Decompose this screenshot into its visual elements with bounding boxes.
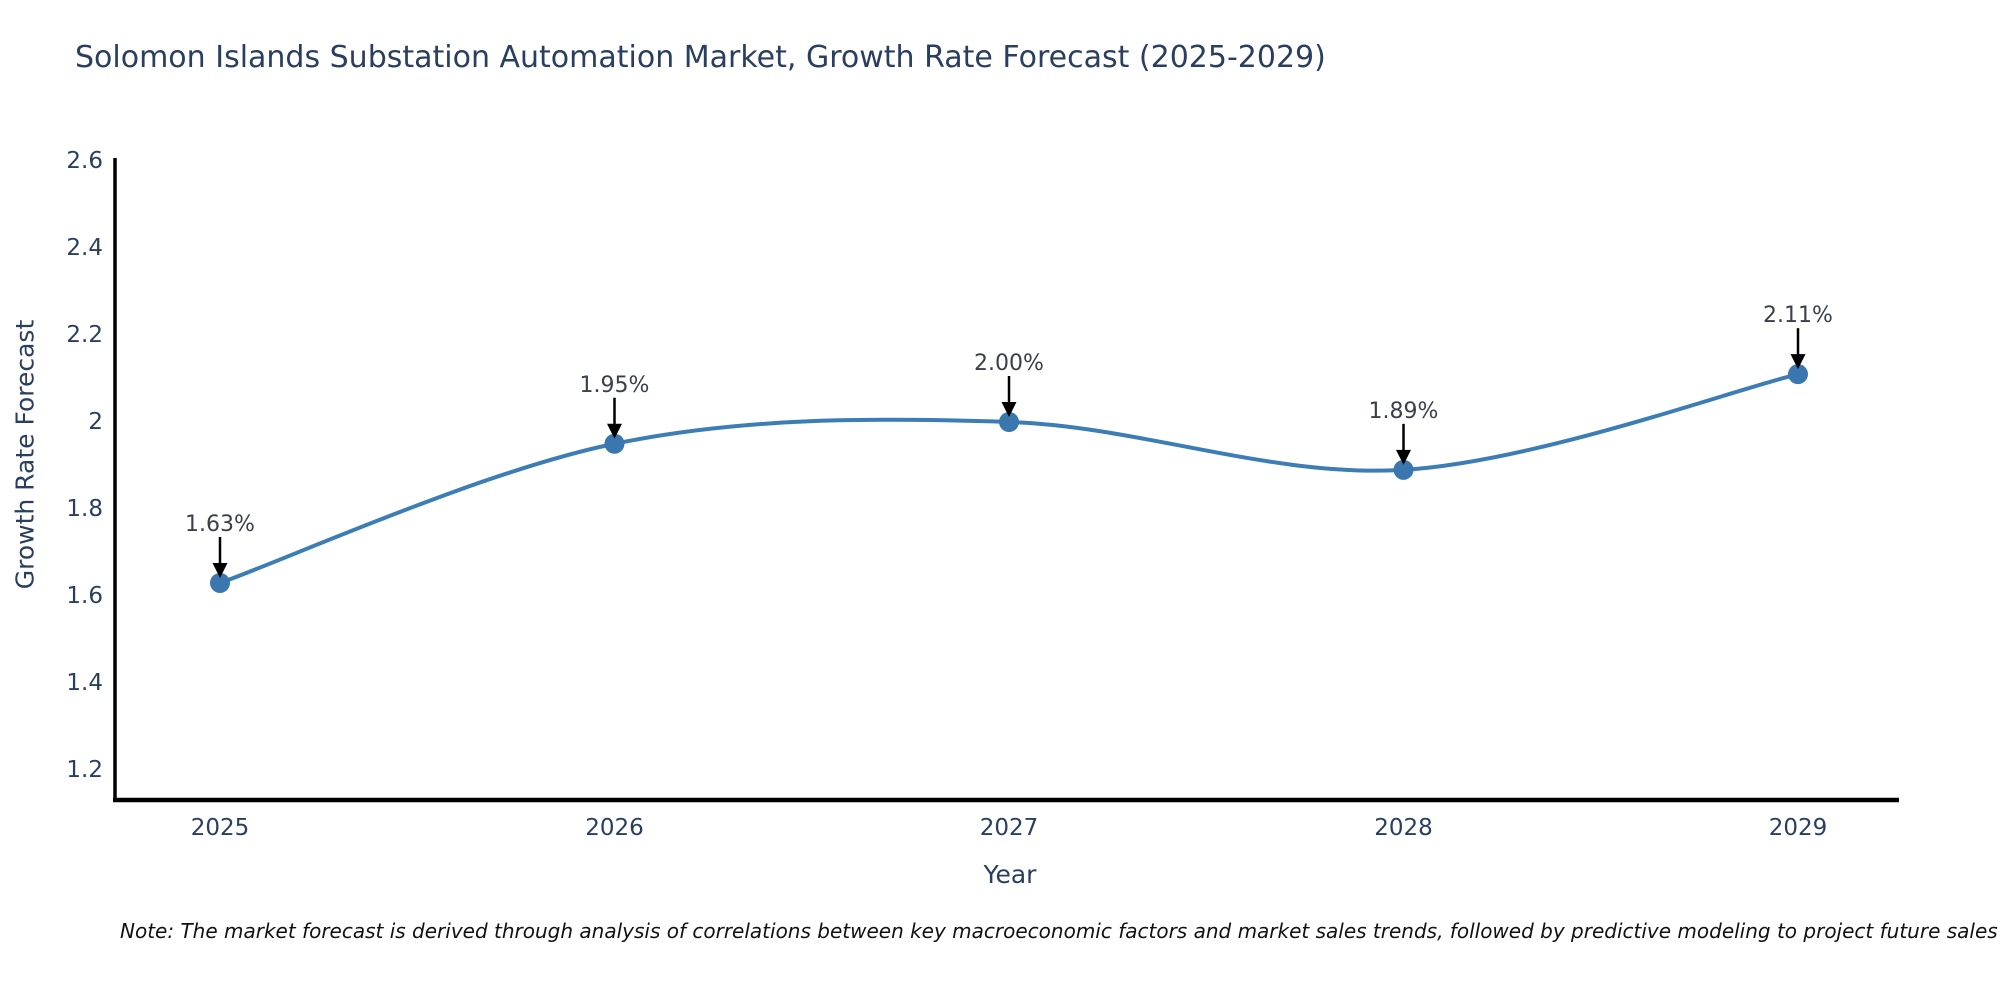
annotation-arrowhead [212, 562, 228, 578]
y-tick-label: 1.8 [66, 496, 103, 522]
annotation-label: 2.00% [974, 351, 1044, 376]
y-tick-label: 1.6 [66, 583, 103, 609]
y-tick-label: 2.4 [66, 235, 103, 261]
x-tick-label: 2027 [980, 815, 1039, 841]
data-point-marker[interactable] [210, 572, 230, 593]
annotation-arrowhead [1396, 449, 1411, 465]
y-tick-label: 1.2 [66, 757, 103, 783]
x-tick-label: 2026 [585, 815, 644, 841]
chart-title: Solomon Islands Substation Automation Ma… [75, 40, 1326, 75]
x-tick-label: 2025 [191, 815, 250, 841]
annotation-label: 1.95% [580, 373, 650, 398]
x-axis-title: Year [983, 860, 1037, 889]
annotation-arrowhead [607, 423, 622, 439]
data-point-marker[interactable] [1788, 364, 1808, 385]
annotation-arrowhead [1001, 402, 1017, 417]
annotation-label: 1.63% [185, 512, 255, 537]
data-point-marker[interactable] [1393, 459, 1414, 480]
y-tick-label: 2 [88, 409, 103, 435]
data-point-marker[interactable] [604, 433, 625, 454]
y-tick-label: 2.2 [66, 322, 103, 348]
y-tick-label: 2.6 [66, 148, 103, 174]
x-tick-label: 2028 [1374, 815, 1433, 841]
y-tick-label: 1.4 [66, 670, 103, 696]
annotation-label: 2.11% [1763, 303, 1833, 328]
footnote: Note: The market forecast is derived thr… [120, 919, 1998, 943]
data-point-marker[interactable] [999, 412, 1019, 432]
y-axis-title: Growth Rate Forecast [10, 319, 40, 590]
annotation-label: 1.89% [1369, 399, 1439, 424]
x-tick-label: 2029 [1769, 815, 1828, 841]
annotation-arrowhead [1790, 354, 1806, 370]
